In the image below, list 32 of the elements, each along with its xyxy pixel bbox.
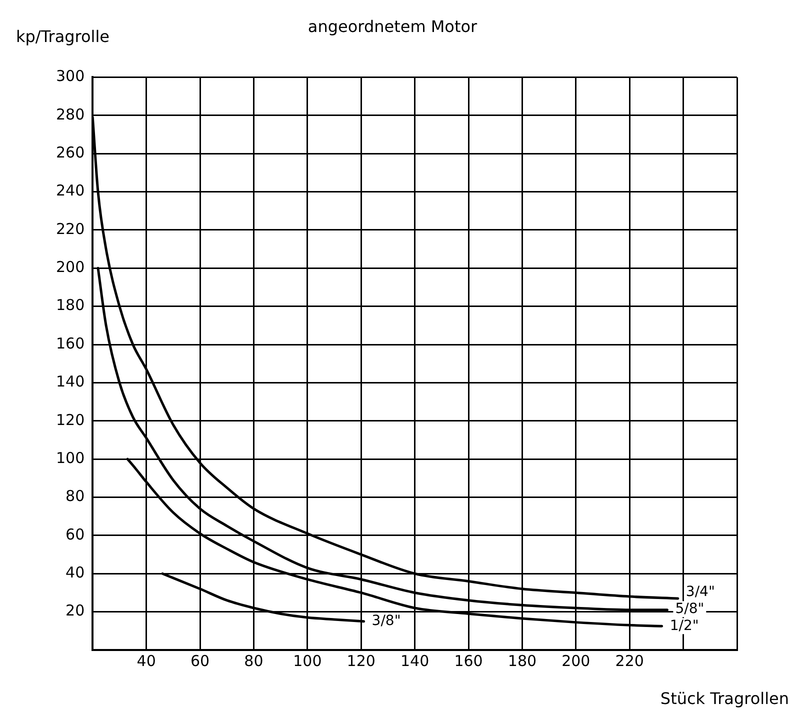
- x-axis-title: Stück Tragrollen: [660, 689, 789, 708]
- x-tick-label: 180: [508, 652, 537, 670]
- y-tick-label: 140: [56, 372, 85, 391]
- y-tick-label: 120: [56, 410, 85, 429]
- x-tick-label: 100: [293, 652, 322, 670]
- y-tick-label: 260: [56, 143, 85, 162]
- x-tick-label: 160: [454, 652, 483, 670]
- y-tick-label: 220: [56, 220, 85, 238]
- y-tick-label: 20: [66, 602, 85, 620]
- y-tick-label: 160: [56, 334, 85, 352]
- chart-title: angeordnetem Motor: [308, 16, 478, 36]
- series-label: 3/8": [372, 613, 401, 629]
- x-tick-label: 40: [136, 652, 156, 670]
- series-label: 1/2": [670, 618, 699, 634]
- x-tick-label: 200: [562, 652, 590, 670]
- y-axis-title: kp/Tragrolle: [16, 27, 110, 46]
- x-tick-label: 220: [615, 652, 644, 670]
- y-tick-label: 60: [66, 525, 85, 544]
- y-tick-label: 180: [56, 296, 85, 314]
- y-tick-label: 100: [56, 448, 85, 467]
- x-tick-label: 120: [346, 652, 376, 670]
- y-tick-label: 40: [66, 564, 85, 582]
- y-tick-label: 300: [56, 67, 85, 86]
- y-tick-label: 80: [66, 487, 85, 506]
- x-tick-label: 140: [400, 652, 430, 670]
- y-tick-label: 200: [56, 258, 85, 276]
- x-tick-label: 80: [244, 652, 264, 670]
- y-tick-label: 240: [56, 182, 85, 200]
- series-label: 3/4": [686, 584, 715, 600]
- x-tick-label: 60: [190, 652, 210, 670]
- y-tick-label: 280: [56, 105, 85, 124]
- series-label: 5/8": [675, 600, 704, 617]
